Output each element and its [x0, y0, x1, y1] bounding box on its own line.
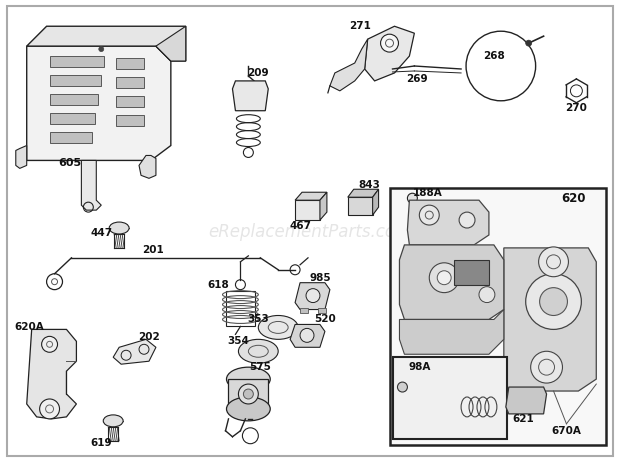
Polygon shape: [330, 39, 368, 91]
Text: 201: 201: [142, 245, 164, 255]
Text: 843: 843: [359, 180, 381, 190]
Text: 209: 209: [247, 68, 269, 78]
Circle shape: [239, 384, 259, 404]
Circle shape: [437, 271, 451, 285]
Circle shape: [306, 289, 320, 303]
Text: 353: 353: [247, 315, 269, 324]
Polygon shape: [348, 197, 373, 215]
Bar: [392, 357, 507, 439]
Polygon shape: [290, 324, 325, 347]
Polygon shape: [295, 283, 330, 310]
Polygon shape: [407, 200, 489, 245]
Bar: [229, 379, 268, 409]
Polygon shape: [348, 189, 379, 197]
Circle shape: [99, 47, 104, 52]
Circle shape: [397, 382, 407, 392]
Bar: [50, 113, 95, 124]
Text: 202: 202: [138, 332, 160, 342]
Text: 271: 271: [349, 21, 371, 31]
Polygon shape: [139, 155, 156, 178]
Polygon shape: [16, 146, 27, 168]
Text: 985: 985: [309, 273, 330, 283]
Text: 619: 619: [91, 438, 112, 448]
Text: 270: 270: [565, 103, 587, 113]
Bar: [50, 94, 99, 105]
Ellipse shape: [226, 367, 270, 391]
Text: 467: 467: [289, 221, 311, 231]
Polygon shape: [399, 245, 504, 319]
Circle shape: [479, 286, 495, 303]
Circle shape: [531, 351, 562, 383]
Text: 605: 605: [58, 158, 81, 169]
Text: 447: 447: [90, 228, 112, 238]
Circle shape: [244, 389, 254, 399]
Circle shape: [300, 328, 314, 342]
Text: 188A: 188A: [412, 188, 442, 198]
Polygon shape: [320, 192, 327, 220]
Bar: [300, 308, 308, 312]
Polygon shape: [27, 329, 76, 419]
Text: 354: 354: [228, 336, 249, 346]
Circle shape: [42, 336, 58, 352]
Circle shape: [539, 288, 567, 316]
Circle shape: [40, 399, 60, 419]
Text: 620A: 620A: [15, 322, 45, 333]
Bar: [389, 188, 606, 445]
Circle shape: [419, 205, 439, 225]
Polygon shape: [27, 46, 171, 160]
Polygon shape: [365, 26, 414, 81]
Polygon shape: [373, 189, 379, 215]
Ellipse shape: [226, 397, 270, 421]
Text: 269: 269: [407, 74, 428, 84]
Circle shape: [539, 247, 569, 277]
Text: 618: 618: [208, 280, 229, 290]
Circle shape: [526, 40, 532, 46]
Ellipse shape: [239, 340, 278, 363]
Ellipse shape: [104, 415, 123, 427]
Bar: [226, 291, 255, 327]
Polygon shape: [506, 387, 547, 414]
Bar: [116, 96, 144, 107]
Bar: [318, 308, 326, 312]
Circle shape: [526, 274, 582, 329]
Bar: [116, 58, 144, 69]
Polygon shape: [81, 160, 101, 210]
Bar: [116, 115, 144, 126]
Text: eReplacementParts.com: eReplacementParts.com: [208, 223, 412, 241]
Text: 575: 575: [249, 362, 271, 372]
Text: 268: 268: [483, 51, 505, 61]
Polygon shape: [113, 340, 156, 364]
Polygon shape: [504, 248, 596, 391]
Ellipse shape: [259, 316, 298, 340]
Circle shape: [407, 193, 417, 203]
Polygon shape: [399, 310, 504, 354]
Text: 621: 621: [513, 414, 534, 424]
Polygon shape: [27, 26, 186, 61]
Bar: [116, 77, 144, 88]
Bar: [454, 260, 489, 285]
Bar: [50, 56, 104, 67]
Circle shape: [429, 263, 459, 292]
Polygon shape: [232, 81, 268, 111]
Bar: [50, 75, 101, 86]
Text: 520: 520: [314, 315, 336, 324]
Text: 98A: 98A: [408, 362, 430, 372]
Polygon shape: [156, 26, 186, 61]
Ellipse shape: [109, 222, 129, 234]
Polygon shape: [295, 200, 320, 220]
Text: 620: 620: [561, 192, 586, 205]
Circle shape: [459, 212, 475, 228]
Bar: [50, 132, 92, 143]
Text: 670A: 670A: [552, 426, 582, 436]
Polygon shape: [295, 192, 327, 200]
Circle shape: [381, 34, 399, 52]
